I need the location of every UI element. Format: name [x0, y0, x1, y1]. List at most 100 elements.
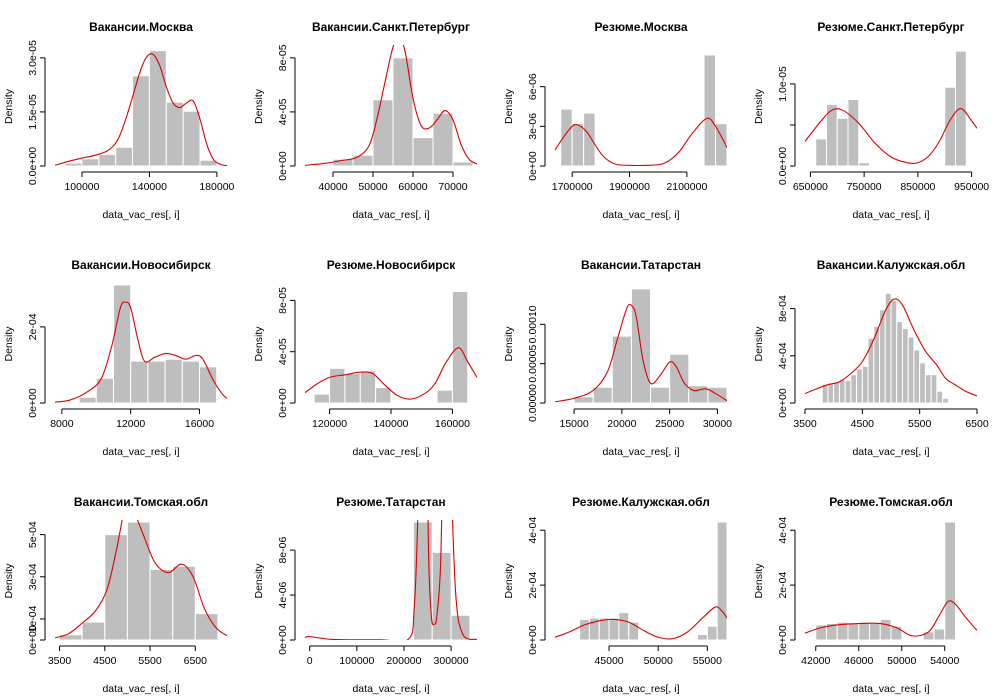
density-curve	[805, 107, 977, 165]
histogram-panel: 120000 140000 160000 0e+00 4e-05 8e-05 Резюме.…	[253, 258, 477, 458]
histogram-bar	[112, 284, 132, 403]
histogram-bar	[924, 374, 932, 403]
histogram-panel: 42000 46000 50000 54000 0e+00 2e-04 4e-04 Резюм…	[753, 495, 977, 695]
x-tick-label: 45000	[594, 655, 623, 667]
histogram-bar	[164, 358, 183, 403]
x-tick-label: 200000	[386, 655, 421, 667]
x-tick-label: 160000	[435, 418, 470, 430]
histogram-bar	[115, 146, 134, 166]
histogram-bar	[856, 368, 863, 403]
x-tick-label: 100000	[339, 655, 374, 667]
panel-title: Вакансии.Томская.обл	[74, 495, 208, 509]
panel-title: Вакансии.Новосибирск	[71, 258, 211, 272]
histogram-bar	[697, 634, 708, 640]
density-curve	[555, 117, 727, 166]
panel-title: Вакансии.Санкт.Петербург	[312, 20, 470, 34]
histogram-bar	[858, 162, 870, 166]
x-axis-label: data_vac_res[, i]	[602, 446, 679, 458]
histogram-panel: 100000 140000 180000 0.0e+00 1.5e-05 3.0e-05 В…	[3, 20, 235, 221]
histogram-bar	[618, 612, 630, 640]
histogram-bar	[716, 521, 727, 640]
histogram-bar	[896, 321, 903, 403]
y-tick-label: 0.00000	[527, 384, 539, 422]
panel-title: Резюме.Томская.обл	[829, 495, 953, 509]
y-axis-label: Density	[753, 326, 765, 362]
x-tick-label: 6500	[184, 655, 208, 667]
x-tick-label: 300000	[434, 655, 469, 667]
histogram-bar	[598, 617, 610, 640]
x-tick-label: 15000	[560, 418, 589, 430]
y-tick-label: 8e-05	[277, 287, 289, 314]
y-tick-label: 4e-04	[777, 342, 789, 369]
histogram-bar	[933, 628, 946, 640]
bars-group	[573, 288, 727, 403]
x-tick-label: 950000	[954, 181, 989, 193]
density-curve	[555, 606, 727, 640]
histogram-bar	[126, 521, 151, 640]
x-axis-label: data_vac_res[, i]	[602, 209, 679, 221]
y-tick-label: 0e+00	[277, 625, 289, 655]
y-tick-label: 0e+00	[27, 625, 39, 655]
histogram-bar	[392, 57, 414, 166]
panel-title: Резюме.Татарстан	[336, 495, 445, 509]
x-tick-label: 100000	[64, 181, 99, 193]
x-tick-label: 50000	[644, 655, 673, 667]
y-tick-label: 1.0e-05	[777, 66, 789, 102]
histogram-panel: 650000 750000 850000 950000 0.0e+00 1.0e-05 Ре…	[753, 20, 989, 221]
histogram-bar	[827, 382, 835, 403]
histogram-bar	[451, 290, 469, 403]
panel-title: Резюме.Москва	[594, 20, 687, 34]
histogram-bar	[579, 618, 590, 640]
y-tick-label: 2e-04	[777, 572, 789, 599]
bars-group	[64, 50, 218, 166]
histogram-bar	[78, 396, 97, 403]
histogram-bar	[452, 161, 474, 166]
histogram-bar	[833, 381, 840, 403]
bars-group	[412, 521, 471, 640]
y-tick-label: 1.5e-05	[27, 94, 39, 130]
histogram-bar	[344, 373, 361, 403]
histogram-bar	[312, 164, 334, 166]
histogram-bar	[608, 617, 620, 640]
histogram-bar	[901, 328, 909, 403]
histogram-bar	[907, 336, 915, 403]
bars-group	[313, 290, 469, 403]
histogram-bar	[715, 123, 727, 166]
x-tick-label: 650000	[793, 181, 828, 193]
x-tick-label: 6500	[965, 418, 989, 430]
histogram-bar	[869, 623, 881, 640]
histogram-bar	[172, 565, 196, 640]
histogram-bar	[703, 54, 717, 166]
y-tick-label: 5e-04	[27, 521, 39, 548]
bars-group	[560, 54, 727, 166]
histogram-panel: 3500 4500 5500 6500 0e+00 4e-04 8e-04 Вакансии.…	[753, 258, 989, 458]
histogram-bar	[583, 112, 596, 166]
x-tick-label: 180000	[199, 181, 234, 193]
histogram-panel: 8000 12000 16000 0e+00 2e-04 Вакансии.Новосиб…	[3, 258, 227, 458]
histogram-bar	[592, 386, 613, 403]
histogram-bar	[890, 625, 903, 640]
y-tick-label: 0e+00	[27, 388, 39, 418]
density-curve	[555, 303, 727, 403]
histogram-bar	[867, 337, 875, 403]
y-tick-label: 8e-05	[277, 44, 289, 71]
histogram-bar	[149, 568, 174, 640]
x-axis-label: data_vac_res[, i]	[852, 446, 929, 458]
histogram-bar	[81, 158, 100, 166]
x-tick-label: 140000	[132, 181, 167, 193]
x-tick-label: 55000	[693, 655, 722, 667]
panel-title: Резюме.Калужская.обл	[572, 495, 710, 509]
y-axis-label: Density	[3, 88, 15, 124]
histogram-bar	[944, 521, 956, 640]
y-tick-label: 0.0e+00	[777, 147, 789, 185]
histogram-bar	[182, 110, 201, 166]
density-curve	[805, 600, 977, 637]
histogram-bar	[838, 378, 846, 403]
histogram-panel: 45000 50000 55000 0e+00 2e-04 4e-04 Резюме.Кал…	[503, 495, 727, 695]
panel-title: Вакансии.Москва	[89, 20, 193, 34]
y-tick-label: 0e+00	[527, 151, 539, 181]
y-tick-label: 0.0e+00	[27, 147, 39, 185]
density-curve	[55, 520, 227, 639]
